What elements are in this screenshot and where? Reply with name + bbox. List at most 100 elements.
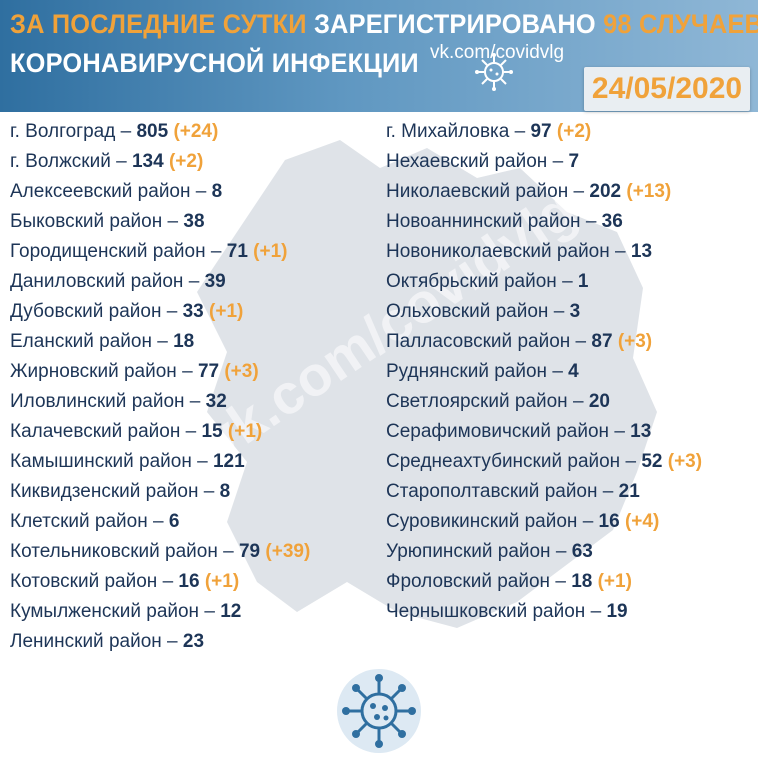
- district-name: Камышинский район: [10, 451, 192, 472]
- case-count: 6: [168, 511, 180, 532]
- case-delta: (+2): [556, 121, 592, 142]
- case-count: 71: [226, 241, 248, 262]
- list-item: Жирновский район – 77 (+3): [10, 357, 310, 387]
- case-count: 4: [568, 361, 579, 382]
- district-list-left: г. Волгоград – 805 (+24) г. Волжский – 1…: [10, 117, 310, 657]
- dash: –: [195, 181, 207, 202]
- case-count: 63: [571, 541, 593, 562]
- list-item: Старополтавский район – 21: [386, 477, 702, 507]
- district-name: Новониколаевский район: [386, 241, 610, 262]
- district-name: Серафимовичский район: [386, 421, 610, 442]
- dash: –: [562, 271, 573, 292]
- dash: –: [188, 271, 200, 292]
- case-delta: (+24): [173, 121, 219, 142]
- case-count: 18: [173, 331, 195, 352]
- list-item: Быковский район – 38: [10, 207, 310, 237]
- source-link[interactable]: vk.com/covidvlg: [430, 42, 565, 63]
- case-count: 15: [201, 421, 223, 442]
- district-name: Старополтавский район: [386, 481, 598, 502]
- list-item: Котельниковский район – 79 (+39): [10, 537, 310, 567]
- dash: –: [555, 541, 567, 562]
- district-name: Котельниковский район: [10, 541, 218, 562]
- case-count: 33: [182, 301, 204, 322]
- district-name: Городищенский район: [10, 241, 206, 262]
- district-name: Клетский район: [10, 511, 148, 532]
- list-item: Камышинский район – 121: [10, 447, 310, 477]
- date-badge: 24/05/2020: [584, 67, 750, 111]
- dash: –: [582, 511, 594, 532]
- dash: –: [552, 151, 564, 172]
- case-count: 202: [589, 181, 622, 202]
- headline-cases: 98 СЛУЧАЕВ: [603, 9, 758, 39]
- list-item: г. Волжский – 134 (+2): [10, 147, 310, 177]
- dash: –: [590, 601, 602, 622]
- list-item: Еланский район – 18: [10, 327, 310, 357]
- dash: –: [514, 121, 526, 142]
- case-count: 121: [212, 451, 245, 472]
- case-count: 134: [131, 151, 164, 172]
- district-name: Калачевский район: [10, 421, 181, 442]
- dash: –: [189, 391, 201, 412]
- district-name: Котовский район: [10, 571, 158, 592]
- case-delta: (+4): [624, 511, 660, 532]
- district-name: г. Волгоград: [10, 121, 116, 142]
- case-count: 79: [238, 541, 261, 562]
- list-item: Калачевский район – 15 (+1): [10, 417, 310, 447]
- dash: –: [555, 571, 566, 592]
- district-name: Николаевский район: [386, 181, 569, 202]
- case-delta: (+3): [224, 361, 259, 382]
- list-item: Новониколаевский район – 13: [386, 237, 702, 267]
- list-item: Клетский район – 6: [10, 507, 310, 537]
- region-map-silhouette: [197, 140, 657, 628]
- list-item: Урюпинский район – 63: [386, 537, 702, 567]
- case-count: 18: [571, 571, 593, 592]
- district-name: Быковский район: [10, 211, 163, 232]
- district-name: Жирновский район: [10, 361, 177, 382]
- case-count: 16: [178, 571, 200, 592]
- district-name: г. Михайловка: [386, 121, 510, 142]
- list-item: Светлоярский район – 20: [386, 387, 702, 417]
- list-item: Ольховский район – 3: [386, 297, 702, 327]
- list-item: Серафимовичский район – 13: [386, 417, 702, 447]
- list-item: Городищенский район – 71 (+1): [10, 237, 310, 267]
- list-item: Нехаевский район – 7: [386, 147, 702, 177]
- list-item: Киквидзенский район – 8: [10, 477, 310, 507]
- dash: –: [615, 241, 626, 262]
- case-delta: (+1): [227, 421, 263, 442]
- list-item: Алексеевский район – 8: [10, 177, 310, 207]
- date-text: 24/05/2020: [591, 72, 743, 105]
- case-delta: (+13): [626, 181, 672, 202]
- case-count: 16: [598, 511, 620, 532]
- dash: –: [153, 511, 164, 532]
- dash: –: [204, 601, 215, 622]
- case-count: 36: [601, 211, 623, 232]
- district-name: Ленинский район: [10, 631, 162, 652]
- list-item: Суровикинский район – 16 (+4): [386, 507, 702, 537]
- district-name: Еланский район: [10, 331, 152, 352]
- dash: –: [614, 421, 625, 442]
- case-count: 13: [630, 241, 653, 262]
- case-count: 52: [641, 451, 663, 472]
- dash: –: [572, 391, 584, 412]
- case-count: 87: [591, 331, 613, 352]
- district-name: г. Волжский: [10, 151, 111, 172]
- dash: –: [185, 421, 197, 442]
- dash: –: [197, 451, 208, 472]
- case-delta: (+1): [597, 571, 632, 592]
- district-name: Кумылженский район: [10, 601, 200, 622]
- case-delta: (+2): [168, 151, 204, 172]
- case-count: 38: [183, 211, 205, 232]
- case-count: 13: [630, 421, 652, 442]
- dash: –: [116, 151, 127, 172]
- case-count: 23: [182, 631, 205, 652]
- district-name: Иловлинский район: [10, 391, 185, 412]
- list-item: г. Волгоград – 805 (+24): [10, 117, 310, 147]
- list-item: Котовский район – 16 (+1): [10, 567, 310, 597]
- case-delta: (+39): [265, 541, 311, 562]
- list-item: Николаевский район – 202 (+13): [386, 177, 702, 207]
- case-count: 97: [530, 121, 552, 142]
- district-name: Алексеевский район: [10, 181, 191, 202]
- district-name: Руднянский район: [386, 361, 548, 382]
- dash: –: [182, 361, 193, 382]
- dash: –: [167, 631, 178, 652]
